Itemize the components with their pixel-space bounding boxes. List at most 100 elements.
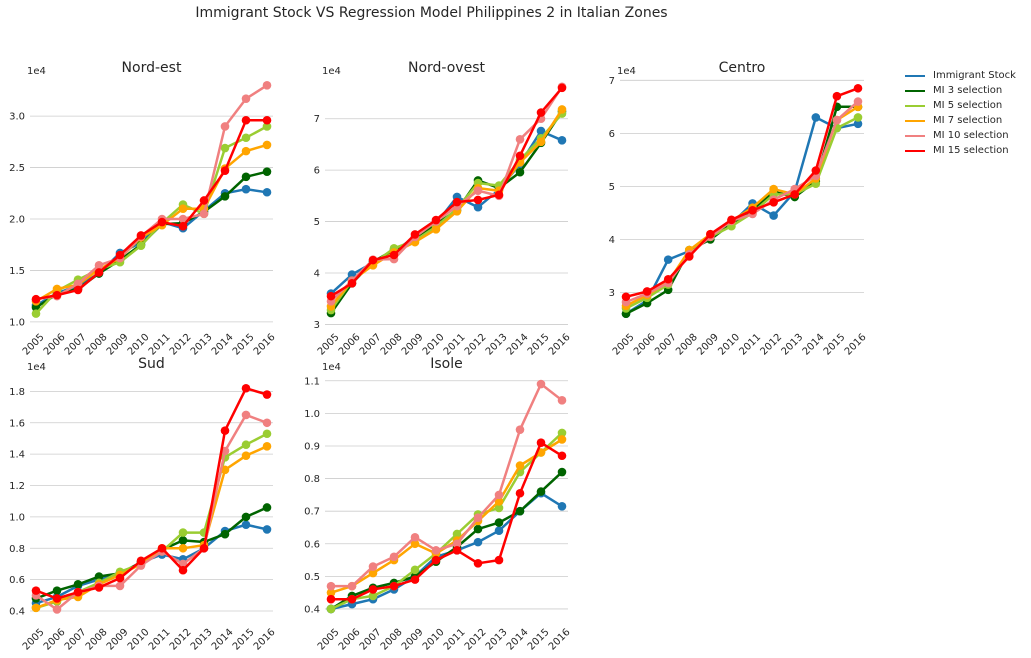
data-point (515, 461, 525, 470)
data-point (52, 605, 62, 614)
data-point (326, 594, 336, 604)
data-point (326, 581, 336, 591)
y-tick-label: 1.4 (9, 450, 25, 461)
y-tick-label: 6 (314, 166, 320, 177)
data-point (832, 91, 842, 101)
series-mi-7-selection (326, 435, 567, 597)
data-point (220, 465, 230, 475)
series-mi-15-selection (31, 115, 272, 304)
series-line (35, 143, 268, 303)
data-point (326, 604, 336, 614)
x-tick-label: 2007 (653, 332, 679, 358)
series-mi-15-selection (326, 438, 567, 604)
series-line (331, 382, 563, 588)
x-tick-label: 2007 (63, 332, 89, 358)
data-point (220, 143, 230, 153)
data-point (94, 260, 104, 270)
x-tick-label: 2012 (168, 627, 194, 653)
data-point (220, 166, 230, 175)
x-tick-label: 2008 (84, 627, 110, 653)
x-tick-label: 2009 (400, 627, 426, 653)
x-tick-label: 2010 (421, 627, 447, 653)
data-point (727, 215, 736, 225)
data-point (663, 274, 673, 284)
x-tick-label: 2011 (147, 627, 173, 653)
data-point (515, 488, 525, 498)
data-point (473, 537, 483, 547)
data-point (199, 196, 209, 205)
data-point (178, 528, 188, 537)
data-point (73, 580, 83, 589)
data-point (220, 426, 230, 435)
data-point (115, 250, 125, 260)
data-point (262, 122, 272, 131)
x-tick-label: 2008 (674, 332, 700, 358)
x-tick-label: 2014 (505, 332, 531, 358)
x-tick-label: 2016 (547, 627, 573, 653)
panel-title: Centro (719, 60, 766, 76)
data-point (557, 435, 567, 444)
x-tick-label: 2012 (168, 332, 194, 358)
data-point (368, 585, 378, 594)
x-tick-label: 2010 (421, 332, 447, 358)
data-point (557, 501, 567, 511)
x-tick-label: 2007 (63, 627, 89, 653)
data-point (262, 167, 272, 176)
data-point (536, 379, 546, 389)
y-tick-label: 0.7 (304, 507, 320, 518)
data-point (52, 594, 62, 603)
series-mi-10-selection (326, 379, 567, 591)
x-tick-label: 2012 (463, 332, 489, 358)
data-point (431, 555, 441, 565)
data-point (515, 425, 525, 434)
data-point (115, 573, 125, 583)
legend-swatch (905, 89, 925, 92)
data-point (241, 520, 251, 530)
data-point (494, 490, 504, 500)
x-tick-label: 2009 (400, 332, 426, 358)
data-point (515, 134, 525, 144)
x-tick-label: 2016 (843, 332, 869, 358)
x-tick-label: 2008 (379, 332, 405, 358)
x-tick-label: 2014 (210, 332, 236, 358)
data-point (473, 559, 483, 568)
y-tick-label: 0.8 (304, 474, 320, 485)
data-point (31, 294, 41, 304)
data-point (241, 383, 251, 393)
axis-scale-label: 1e4 (27, 66, 46, 77)
legend-swatch (905, 74, 925, 77)
data-point (262, 115, 272, 125)
data-point (262, 80, 272, 90)
x-tick-label: 2016 (252, 627, 278, 653)
x-tick-label: 2015 (231, 332, 257, 358)
data-point (241, 172, 251, 182)
panel-title: Nord-ovest (408, 60, 486, 76)
x-tick-label: 2006 (337, 627, 363, 653)
legend-item: MI 3 selection (905, 83, 1016, 98)
data-point (769, 184, 778, 194)
data-point (241, 512, 251, 522)
data-point (769, 198, 778, 207)
y-tick-label: 1.8 (9, 387, 25, 398)
x-tick-label: 2009 (695, 332, 721, 358)
data-point (220, 192, 230, 201)
data-point (452, 539, 462, 549)
data-point (94, 572, 104, 581)
series-line (330, 108, 564, 308)
data-point (642, 287, 652, 296)
data-point (473, 524, 483, 534)
data-point (494, 497, 504, 506)
y-tick-label: 0.4 (304, 604, 320, 615)
data-point (136, 231, 146, 240)
legend-swatch (905, 149, 925, 152)
x-tick-label: 2006 (42, 627, 68, 653)
data-point (368, 562, 378, 571)
data-point (748, 205, 757, 215)
y-tick-label: 4 (609, 235, 615, 246)
data-point (431, 545, 441, 555)
data-point (220, 529, 230, 539)
data-point (199, 209, 209, 219)
data-point (473, 186, 483, 196)
panel-title: Sud (138, 356, 165, 372)
legend-label: MI 15 selection (933, 145, 1009, 156)
